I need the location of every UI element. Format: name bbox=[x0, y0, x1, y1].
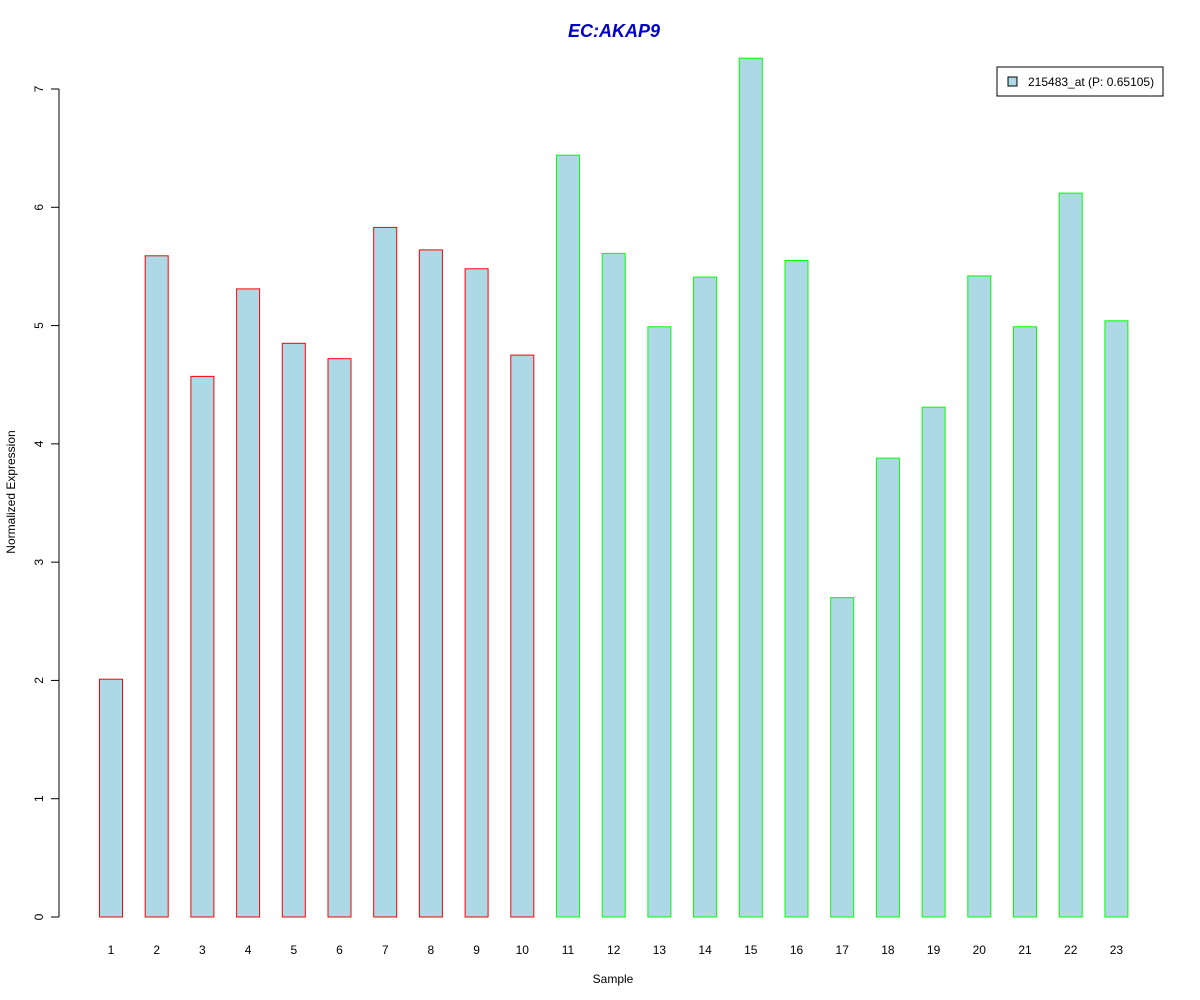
x-tick-label: 19 bbox=[927, 943, 941, 957]
x-tick-label: 4 bbox=[245, 943, 252, 957]
x-tick-label: 17 bbox=[836, 943, 850, 957]
legend-label: 215483_at (P: 0.65105) bbox=[1028, 75, 1154, 89]
bar-sample-13 bbox=[647, 326, 672, 918]
x-tick-label: 16 bbox=[790, 943, 804, 957]
bar-sample-12 bbox=[601, 252, 626, 918]
legend-box bbox=[996, 66, 1164, 97]
y-tick-label: 6 bbox=[32, 204, 46, 211]
chart-title: EC:AKAP9 bbox=[568, 21, 660, 41]
x-tick-label: 13 bbox=[653, 943, 667, 957]
x-tick-label: 10 bbox=[516, 943, 530, 957]
x-tick-label: 7 bbox=[382, 943, 389, 957]
x-tick-labels: 1 2 3 4 5 6 7 8 9 10 11 12 13 14 15 16 17 18 19 20 21 22 23 bbox=[108, 943, 1124, 957]
x-tick-label: 3 bbox=[199, 943, 206, 957]
bar-sample-14 bbox=[693, 276, 718, 918]
y-tick-label: 2 bbox=[32, 677, 46, 684]
y-axis-label: Normalized Expression bbox=[4, 430, 18, 553]
bar-sample-8 bbox=[418, 249, 443, 918]
y-tick-label: 7 bbox=[32, 85, 46, 92]
x-tick-label: 11 bbox=[562, 943, 575, 957]
y-tick-label: 5 bbox=[32, 322, 46, 329]
y-tick-label: 3 bbox=[32, 558, 46, 565]
x-tick-label: 18 bbox=[881, 943, 895, 957]
bar-sample-16 bbox=[784, 260, 809, 918]
legend: 215483_at (P: 0.65105) bbox=[996, 66, 1164, 97]
x-tick-label: 14 bbox=[698, 943, 712, 957]
x-tick-label: 9 bbox=[473, 943, 480, 957]
bar-sample-18 bbox=[875, 457, 900, 918]
bar-sample-9 bbox=[464, 268, 489, 918]
x-axis-label: Sample bbox=[593, 972, 634, 986]
x-tick-label: 12 bbox=[607, 943, 621, 957]
legend-swatch bbox=[1007, 76, 1018, 87]
x-tick-label: 15 bbox=[744, 943, 758, 957]
bar-sample-1 bbox=[99, 678, 123, 918]
y-tick-label: 0 bbox=[32, 913, 46, 920]
x-tick-label: 5 bbox=[290, 943, 297, 957]
bar-sample-6 bbox=[327, 358, 352, 918]
x-tick-label: 8 bbox=[428, 943, 435, 957]
bar-sample-3 bbox=[190, 375, 215, 918]
bar-sample-10 bbox=[510, 354, 535, 918]
bar-sample-21 bbox=[1013, 326, 1037, 918]
bar-sample-23 bbox=[1104, 320, 1129, 918]
x-tick-label: 21 bbox=[1018, 943, 1032, 957]
x-tick-label: 2 bbox=[153, 943, 160, 957]
x-tick-label: 22 bbox=[1064, 943, 1078, 957]
x-tick-label: 20 bbox=[973, 943, 987, 957]
bars-group bbox=[99, 57, 1129, 918]
bar-sample-19 bbox=[921, 406, 946, 918]
y-axis: 0 1 2 3 4 5 6 7 bbox=[32, 85, 60, 920]
bar-sample-4 bbox=[236, 288, 261, 918]
bar-sample-5 bbox=[281, 342, 306, 918]
bar-sample-15 bbox=[738, 57, 763, 918]
x-tick-label: 1 bbox=[108, 943, 115, 957]
y-tick-label: 1 bbox=[32, 795, 46, 802]
x-tick-label: 23 bbox=[1110, 943, 1124, 957]
bar-sample-20 bbox=[967, 275, 992, 918]
bar-sample-2 bbox=[144, 255, 169, 918]
bar-sample-7 bbox=[373, 226, 398, 918]
x-tick-label: 6 bbox=[336, 943, 343, 957]
y-tick-label: 4 bbox=[32, 440, 46, 447]
bar-sample-11 bbox=[556, 154, 580, 918]
bar-sample-22 bbox=[1058, 192, 1083, 918]
bar-sample-17 bbox=[830, 597, 855, 918]
